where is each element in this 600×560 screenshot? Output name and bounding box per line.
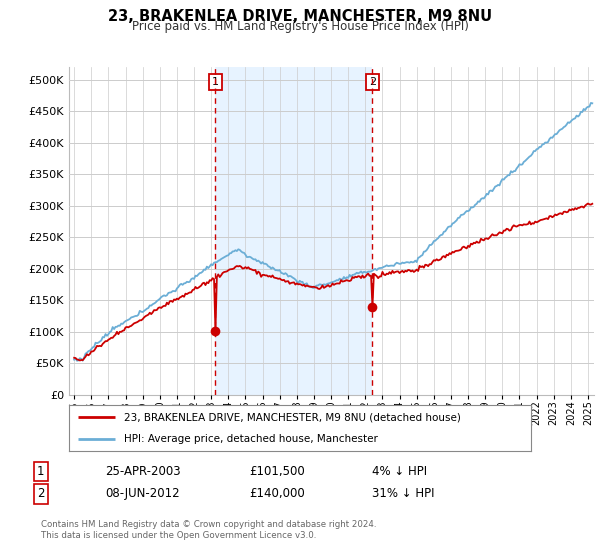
Text: 4% ↓ HPI: 4% ↓ HPI: [372, 465, 427, 478]
Text: Price paid vs. HM Land Registry's House Price Index (HPI): Price paid vs. HM Land Registry's House …: [131, 20, 469, 33]
Text: 2: 2: [369, 77, 376, 87]
Text: 08-JUN-2012: 08-JUN-2012: [105, 487, 179, 501]
Text: £101,500: £101,500: [249, 465, 305, 478]
Text: HPI: Average price, detached house, Manchester: HPI: Average price, detached house, Manc…: [124, 435, 379, 444]
Text: 1: 1: [37, 465, 44, 478]
Text: 1: 1: [212, 77, 219, 87]
Text: Contains HM Land Registry data © Crown copyright and database right 2024.
This d: Contains HM Land Registry data © Crown c…: [41, 520, 376, 540]
Bar: [215, 67, 373, 395]
Text: 25-APR-2003: 25-APR-2003: [105, 465, 181, 478]
Text: £140,000: £140,000: [249, 487, 305, 501]
Text: 23, BRAKENLEA DRIVE, MANCHESTER, M9 8NU (detached house): 23, BRAKENLEA DRIVE, MANCHESTER, M9 8NU …: [124, 412, 461, 422]
Text: 31% ↓ HPI: 31% ↓ HPI: [372, 487, 434, 501]
Text: 2: 2: [37, 487, 44, 501]
Text: 23, BRAKENLEA DRIVE, MANCHESTER, M9 8NU: 23, BRAKENLEA DRIVE, MANCHESTER, M9 8NU: [108, 9, 492, 24]
